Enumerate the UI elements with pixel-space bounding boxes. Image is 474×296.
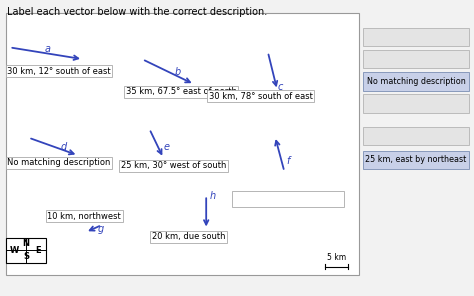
FancyBboxPatch shape [363, 151, 469, 169]
Text: No matching description: No matching description [366, 77, 465, 86]
FancyBboxPatch shape [363, 28, 469, 46]
Text: c: c [278, 82, 283, 92]
Text: N: N [23, 239, 29, 248]
FancyBboxPatch shape [6, 238, 46, 263]
Text: g: g [97, 223, 104, 234]
Text: 25 km, east by northeast: 25 km, east by northeast [365, 155, 466, 164]
FancyBboxPatch shape [363, 94, 469, 113]
FancyBboxPatch shape [363, 127, 469, 145]
Text: W: W [9, 246, 19, 255]
Text: S: S [23, 252, 29, 261]
Text: 5 km: 5 km [327, 253, 346, 262]
Text: Label each vector below with the correct description.: Label each vector below with the correct… [7, 7, 267, 17]
Text: No matching description: No matching description [7, 158, 110, 167]
Text: b: b [174, 67, 181, 77]
Text: f: f [286, 156, 290, 166]
Text: h: h [210, 191, 215, 201]
Text: 10 km, northwest: 10 km, northwest [47, 212, 121, 221]
Text: 35 km, 67.5° east of north: 35 km, 67.5° east of north [126, 87, 237, 96]
Text: d: d [61, 141, 67, 152]
FancyBboxPatch shape [363, 72, 469, 91]
Text: 30 km, 78° south of east: 30 km, 78° south of east [209, 92, 312, 101]
Text: 25 km, 30° west of south: 25 km, 30° west of south [121, 161, 226, 170]
Text: e: e [164, 141, 170, 152]
FancyBboxPatch shape [363, 50, 469, 68]
Text: a: a [45, 44, 50, 54]
Text: 30 km, 12° south of east: 30 km, 12° south of east [7, 67, 111, 75]
FancyBboxPatch shape [6, 13, 359, 275]
Text: E: E [35, 246, 41, 255]
Text: 20 km, due south: 20 km, due south [152, 232, 225, 241]
FancyBboxPatch shape [232, 191, 344, 207]
